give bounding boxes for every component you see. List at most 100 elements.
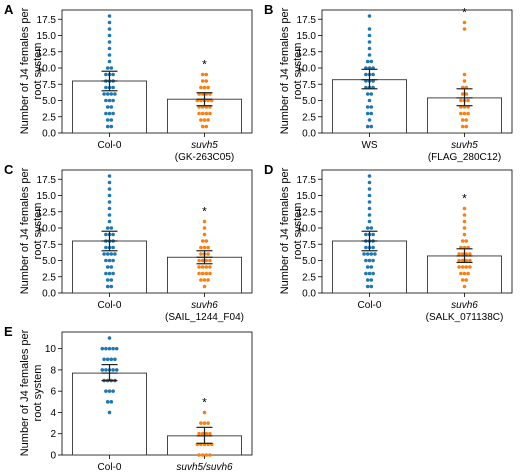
data-point [468, 252, 472, 256]
y-tick-label: 10.0 [37, 224, 57, 235]
data-point [200, 239, 205, 243]
data-point [362, 252, 366, 256]
y-tick-label: 2.5 [302, 112, 316, 123]
data-point [457, 252, 461, 256]
data-point [104, 346, 108, 351]
data-point [104, 72, 108, 77]
data-point [199, 421, 203, 425]
data-point [107, 187, 112, 191]
panel-letter: E [4, 324, 13, 339]
data-point [462, 20, 467, 25]
panel-e: E Number of J4 females per root system 0… [0, 322, 260, 476]
data-point [364, 258, 368, 263]
data-point [206, 245, 210, 250]
chart-svg: 0.0 2.5 5.0 7.5 10.0 12.5 15.0 17.5 Col-0 * suvh5(… [37, 9, 253, 163]
data-point [202, 85, 207, 90]
data-point [109, 66, 114, 70]
chart-svg: 0.0 2.5 5.0 7.5 10.0 12.5 15.0 17.5 Col-0 * suvh6(… [297, 169, 513, 323]
data-point [208, 431, 212, 436]
data-point [113, 357, 117, 362]
data-point [107, 20, 112, 25]
data-point [200, 79, 205, 83]
data-point [371, 271, 375, 276]
data-point [369, 124, 374, 129]
data-point [111, 271, 115, 276]
data-point [107, 174, 112, 178]
data-point [107, 346, 112, 351]
data-point [197, 258, 201, 263]
data-point [200, 258, 205, 263]
data-point [111, 368, 115, 372]
data-point [102, 92, 106, 96]
data-point [204, 431, 209, 436]
data-point [107, 46, 112, 51]
y-tick-label: 2.5 [302, 272, 316, 283]
data-point [200, 124, 205, 129]
data-point [457, 258, 461, 263]
data-point [462, 79, 467, 83]
y-tick-label: 7.5 [42, 240, 56, 251]
data-point [197, 265, 201, 269]
data-point [367, 258, 372, 263]
data-point [111, 389, 115, 393]
data-point [364, 271, 368, 276]
data-point [111, 98, 115, 103]
data-point [364, 245, 368, 250]
y-tick-label: 15.0 [297, 31, 317, 42]
x-tick-label: suvh5 [451, 140, 478, 151]
data-point [365, 105, 370, 109]
data-point [367, 187, 372, 191]
data-point [102, 357, 106, 362]
data-point [202, 226, 207, 230]
significance-marker: * [202, 395, 207, 409]
data-point [105, 118, 110, 122]
data-point [199, 245, 203, 250]
data-point [107, 410, 112, 415]
data-point [104, 258, 108, 263]
y-tick-label: 12.5 [297, 207, 317, 218]
data-point [367, 206, 372, 211]
panel-d: D Number of J4 females per root system 0… [260, 160, 520, 323]
data-point [206, 252, 210, 256]
data-point [208, 453, 212, 457]
data-point [464, 252, 469, 256]
data-point [197, 431, 201, 436]
data-point [373, 252, 377, 256]
data-point [367, 53, 372, 57]
data-point [464, 118, 469, 122]
data-point [105, 226, 110, 230]
data-point [107, 200, 112, 204]
data-point [367, 174, 372, 178]
data-point [468, 265, 472, 269]
data-point [202, 421, 207, 425]
data-point [107, 206, 112, 211]
data-point [204, 453, 209, 457]
data-point [204, 111, 209, 116]
data-point [104, 232, 108, 237]
data-point [107, 40, 112, 44]
data-point [462, 72, 467, 77]
data-point [369, 278, 374, 282]
y-tick-label: 2.5 [42, 112, 56, 123]
x-tick-label: Col-0 [98, 462, 122, 473]
data-point [107, 389, 112, 393]
data-point [369, 105, 374, 109]
data-point [464, 124, 469, 129]
panel-letter: A [4, 2, 14, 17]
panel-c: C Number of J4 females per root system 0… [0, 160, 260, 323]
data-point [371, 72, 375, 77]
data-point [109, 124, 114, 129]
y-tick-label: 2 [50, 429, 56, 440]
x-tick-sublabel: (GK-263C05) [175, 152, 234, 163]
data-point [109, 252, 114, 256]
data-point [369, 59, 374, 64]
data-point [107, 33, 112, 38]
data-point [105, 66, 110, 70]
data-point [460, 252, 465, 256]
y-tick-label: 7.5 [302, 240, 316, 251]
data-point [107, 180, 112, 185]
data-point [365, 92, 370, 96]
data-point [464, 258, 469, 263]
data-point [200, 431, 205, 436]
plot-frame [321, 169, 513, 294]
